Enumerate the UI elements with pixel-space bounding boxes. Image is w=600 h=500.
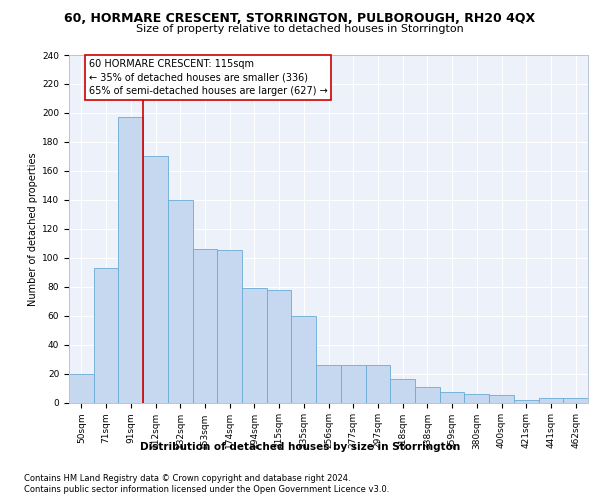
Bar bbox=[316, 365, 341, 403]
Bar bbox=[464, 394, 489, 402]
Bar bbox=[69, 374, 94, 402]
Bar bbox=[193, 249, 217, 402]
Bar bbox=[143, 156, 168, 402]
Bar bbox=[94, 268, 118, 402]
Bar bbox=[489, 396, 514, 402]
Text: 60, HORMARE CRESCENT, STORRINGTON, PULBOROUGH, RH20 4QX: 60, HORMARE CRESCENT, STORRINGTON, PULBO… bbox=[64, 12, 536, 26]
Bar bbox=[217, 250, 242, 402]
Text: Contains HM Land Registry data © Crown copyright and database right 2024.: Contains HM Land Registry data © Crown c… bbox=[24, 474, 350, 483]
Text: Contains public sector information licensed under the Open Government Licence v3: Contains public sector information licen… bbox=[24, 485, 389, 494]
Bar bbox=[267, 290, 292, 403]
Bar bbox=[365, 365, 390, 403]
Bar bbox=[415, 386, 440, 402]
Bar bbox=[539, 398, 563, 402]
Bar bbox=[514, 400, 539, 402]
Bar bbox=[390, 380, 415, 402]
Bar bbox=[168, 200, 193, 402]
Text: 60 HORMARE CRESCENT: 115sqm
← 35% of detached houses are smaller (336)
65% of se: 60 HORMARE CRESCENT: 115sqm ← 35% of det… bbox=[89, 60, 328, 96]
Text: Distribution of detached houses by size in Storrington: Distribution of detached houses by size … bbox=[140, 442, 460, 452]
Bar bbox=[118, 118, 143, 403]
Bar bbox=[292, 316, 316, 402]
Bar bbox=[440, 392, 464, 402]
Bar bbox=[563, 398, 588, 402]
Y-axis label: Number of detached properties: Number of detached properties bbox=[28, 152, 38, 306]
Bar bbox=[242, 288, 267, 403]
Text: Size of property relative to detached houses in Storrington: Size of property relative to detached ho… bbox=[136, 24, 464, 34]
Bar bbox=[341, 365, 365, 403]
